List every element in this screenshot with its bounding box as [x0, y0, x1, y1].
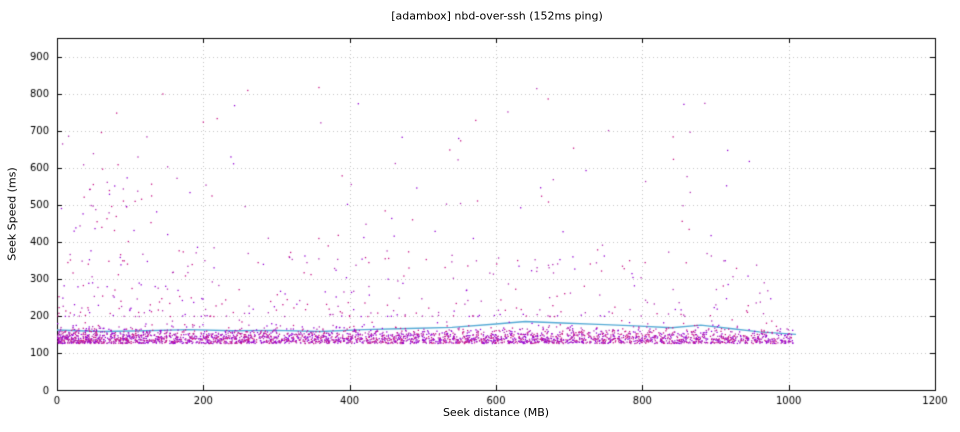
y-axis-label: Seek Speed (ms) — [5, 167, 19, 261]
x-axis-label: Seek distance (MB) — [442, 406, 550, 419]
chart-title: [adambox] nbd-over-ssh (152ms ping) — [391, 9, 603, 23]
